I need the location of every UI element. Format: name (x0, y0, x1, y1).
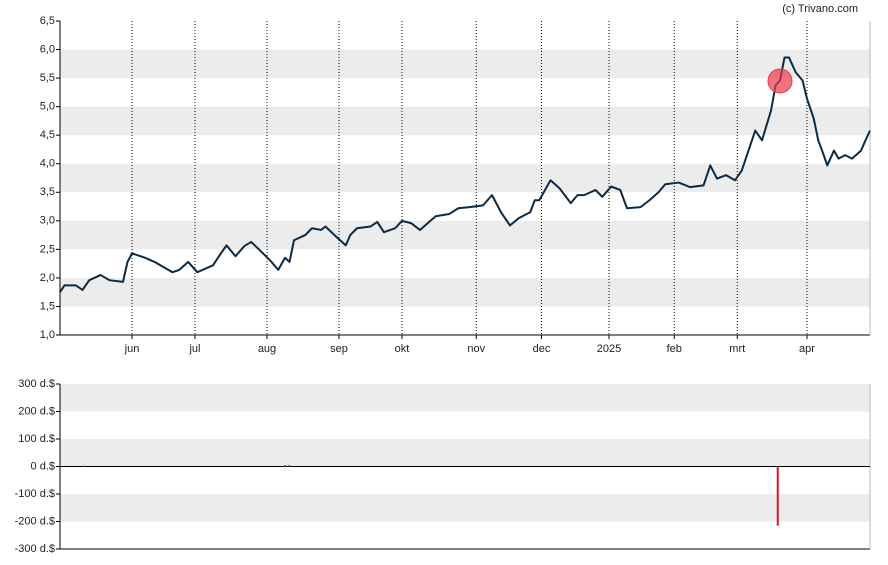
x-tick-label: 2025 (597, 343, 621, 355)
band (60, 106, 870, 136)
volume-bar (284, 465, 286, 467)
x-tick-label: okt (395, 343, 410, 355)
x-tick-label: feb (667, 343, 682, 355)
y-tick-label: 2,0 (40, 272, 55, 284)
y-tick-label: 300 d.$ (18, 378, 55, 390)
y-tick-label: 2,5 (40, 243, 55, 255)
x-tick-label: mrt (729, 343, 745, 355)
y-tick-label: 4,5 (40, 129, 55, 141)
event-marker (767, 68, 793, 94)
x-tick-label: dec (533, 343, 551, 355)
y-tick-label: 5,0 (40, 101, 55, 113)
y-tick-label: 6,5 (40, 15, 55, 27)
y-tick-label: 0 d.$ (31, 460, 55, 472)
credit: (c) Trivano.com (782, 3, 858, 15)
band (60, 49, 870, 79)
y-tick-label: 6,0 (40, 43, 55, 55)
y-tick-label: 3,0 (40, 215, 55, 227)
y-tick-label: 200 d.$ (18, 405, 55, 417)
band (60, 384, 870, 412)
band (60, 277, 870, 307)
y-tick-label: 1,0 (40, 329, 55, 341)
x-tick-label: jun (124, 343, 140, 355)
band (60, 494, 870, 522)
band (60, 163, 870, 193)
volume-bar (288, 465, 291, 467)
y-tick-label: 4,0 (40, 158, 55, 170)
volume-bar (776, 466, 779, 526)
y-tick-label: -300 d.$ (15, 543, 55, 555)
x-tick-label: nov (467, 343, 485, 355)
y-tick-label: 3,5 (40, 186, 55, 198)
x-tick-label: apr (799, 343, 815, 355)
band (60, 439, 870, 467)
y-tick-label: 5,5 (40, 72, 55, 84)
y-tick-label: 100 d.$ (18, 433, 55, 445)
band (60, 220, 870, 250)
x-tick-label: sep (330, 343, 348, 355)
y-tick-label: 1,5 (40, 300, 55, 312)
x-tick-label: jul (188, 343, 200, 355)
y-tick-label: -100 d.$ (15, 488, 55, 500)
x-tick-label: aug (258, 343, 276, 355)
y-tick-label: -200 d.$ (15, 515, 55, 527)
volume-bar (83, 465, 86, 467)
